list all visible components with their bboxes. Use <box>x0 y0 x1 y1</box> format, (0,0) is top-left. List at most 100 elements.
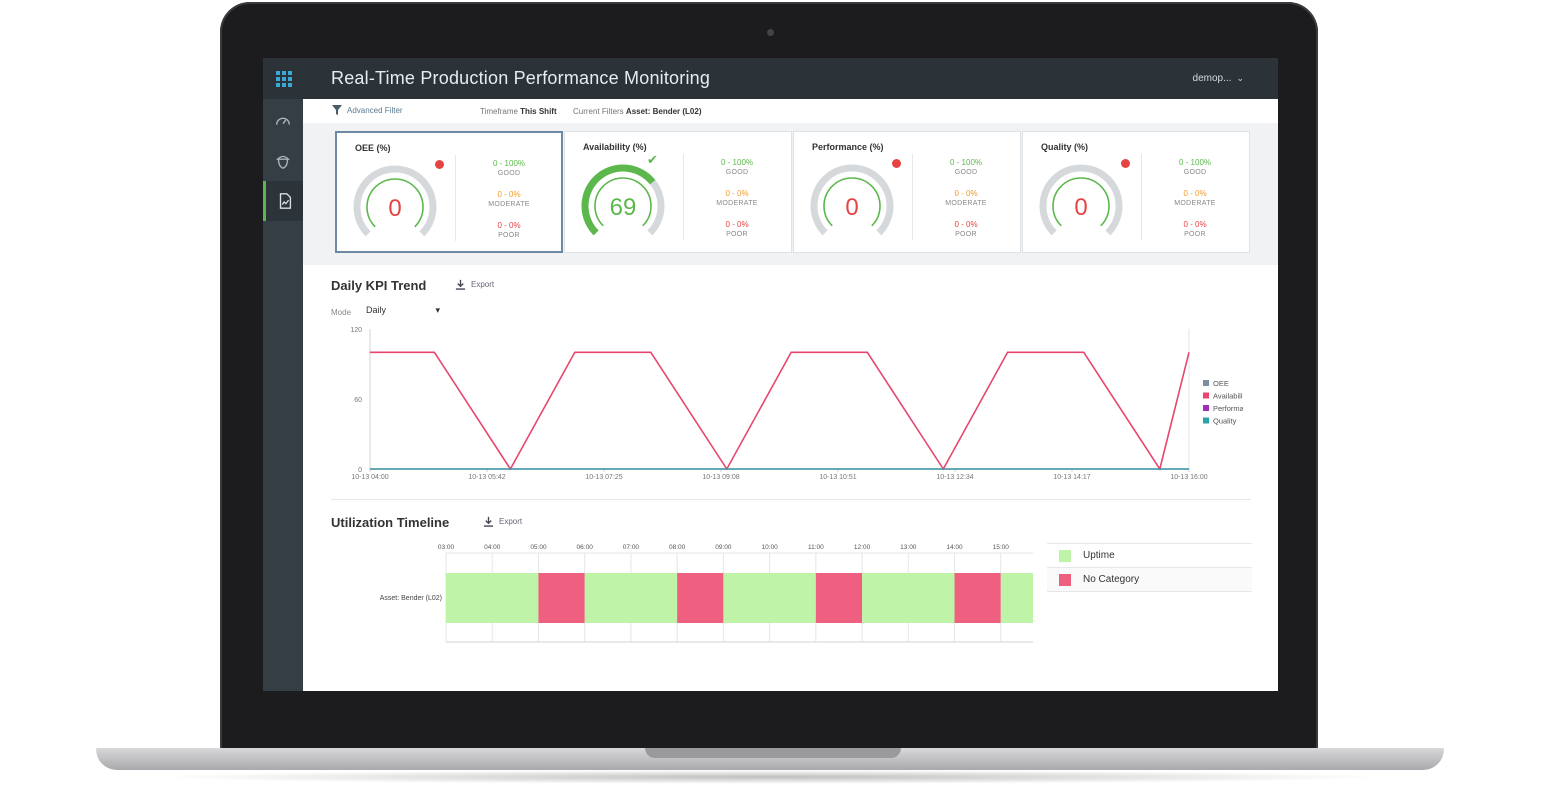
timeline-segment-uptime[interactable] <box>862 573 955 623</box>
legend-label: Uptime <box>1083 550 1115 561</box>
kpi-range: 0 - 100% GOOD <box>687 158 787 178</box>
top-bar: Real-Time Production Performance Monitor… <box>263 58 1278 99</box>
timeframe-value: This Shift <box>520 107 557 116</box>
kpi-range-value: 0 - 100% <box>720 158 754 167</box>
kpi-range-label: MODERATE <box>488 201 530 208</box>
kpi-range-value: 0 - 0% <box>725 220 749 229</box>
kpi-range-value: 0 - 0% <box>497 221 521 230</box>
kpi-range-label: POOR <box>498 232 520 239</box>
kpi-title: Availability (%) <box>583 142 647 152</box>
kpi-range-value: 0 - 100% <box>492 159 526 168</box>
timeline-segment-no-category[interactable] <box>815 573 863 623</box>
camera-icon <box>767 29 774 36</box>
alert-dot-icon <box>1121 159 1130 168</box>
kpi-range-label: POOR <box>955 231 977 238</box>
kpi-range-label: GOOD <box>954 169 978 176</box>
legend-label: Quality <box>1213 417 1237 426</box>
speedometer-icon <box>275 117 291 125</box>
kpi-range-value: 0 - 100% <box>1178 158 1212 167</box>
apps-grid-icon[interactable] <box>276 71 292 87</box>
timeline-segment-no-category[interactable] <box>538 573 585 623</box>
chevron-down-icon: ▾ <box>435 305 440 315</box>
kpi-value: 69 <box>610 194 637 221</box>
utilization-timeline-title: Utilization Timeline <box>331 515 450 530</box>
kpi-card[interactable]: Performance (%) 0 0 - 100% GOOD 0 - 0% MODERA… <box>793 131 1021 253</box>
timeframe: Timeframe This Shift <box>480 107 557 116</box>
kpi-range-value: 0 - 0% <box>497 190 521 199</box>
sidebar-item-reports[interactable] <box>263 181 303 221</box>
screen: Real-Time Production Performance Monitor… <box>263 58 1278 691</box>
legend-label: No Category <box>1083 574 1140 585</box>
kpi-value: 0 <box>1074 194 1087 221</box>
kpi-range-value: 0 - 100% <box>949 158 983 167</box>
kpi-range-label: GOOD <box>725 169 749 176</box>
y-tick-label: 60 <box>354 397 362 404</box>
hour-label: 12:00 <box>854 544 871 551</box>
x-tick-label: 10-13 10:51 <box>819 474 856 481</box>
daily-kpi-trend-title: Daily KPI Trend <box>331 278 427 293</box>
kpi-range: 0 - 0% POOR <box>916 220 1016 240</box>
page-title: Real-Time Production Performance Monitor… <box>331 68 711 88</box>
utilization-legend: Uptime No Category <box>1047 543 1252 592</box>
kpi-title: Quality (%) <box>1041 142 1089 152</box>
gauge-inner-ring <box>823 177 881 227</box>
download-icon <box>455 279 466 290</box>
kpi-range-label: POOR <box>1184 231 1206 238</box>
laptop-base <box>96 748 1444 770</box>
timeline-segment-uptime[interactable] <box>723 573 816 623</box>
timeline-segment-uptime[interactable] <box>446 573 539 623</box>
hour-label: 07:00 <box>623 544 640 551</box>
kpi-range-value: 0 - 0% <box>954 220 978 229</box>
section-divider <box>331 499 1251 500</box>
trend-export-button[interactable]: Export <box>455 279 494 290</box>
legend-swatch <box>1203 380 1209 386</box>
kpi-range: 0 - 0% MODERATE <box>916 189 1016 209</box>
hour-label: 08:00 <box>669 544 686 551</box>
alert-dot-icon <box>892 159 901 168</box>
timeline-segment-uptime[interactable] <box>1000 573 1033 623</box>
kpi-range-value: 0 - 0% <box>1183 220 1207 229</box>
advanced-filter-button[interactable]: Advanced Filter <box>332 105 403 115</box>
timeline-segment-no-category[interactable] <box>954 573 1001 623</box>
kpi-range: 0 - 0% MODERATE <box>687 189 787 209</box>
kpi-range-value: 0 - 0% <box>954 189 978 198</box>
utilization-export-label: Export <box>499 517 523 526</box>
utilization-export-button[interactable]: Export <box>483 516 522 527</box>
kpi-range-value: 0 - 0% <box>725 189 749 198</box>
kpi-gauge: 69 <box>581 164 665 236</box>
sidebar-item-dashboard[interactable] <box>263 101 303 141</box>
mode-value: Daily <box>366 305 387 315</box>
series-line-availability <box>370 351 1190 471</box>
hour-label: 15:00 <box>993 544 1010 551</box>
kpi-range: 0 - 0% POOR <box>459 221 559 241</box>
kpi-range-value: 0 - 0% <box>1183 189 1207 198</box>
gauge-inner-ring <box>1052 177 1110 227</box>
kpi-title: OEE (%) <box>355 143 391 153</box>
kpi-card[interactable]: Quality (%) 0 0 - 100% GOOD 0 - 0% MODERATE 0 … <box>1022 131 1250 253</box>
mode-select[interactable]: Daily ▾ <box>366 305 440 316</box>
report-icon <box>279 193 291 209</box>
kpi-card[interactable]: Availability (%) 69 ✔ 0 - 100% GOOD 0 - 0% MOD… <box>564 131 792 253</box>
kpi-range: 0 - 100% GOOD <box>916 158 1016 178</box>
x-tick-label: 10-13 16:00 <box>1170 474 1207 481</box>
acorn-icon <box>275 155 291 169</box>
current-filters-label: Current Filters <box>573 107 624 116</box>
kpi-range-label: MODERATE <box>945 200 987 207</box>
sidebar-item-assets[interactable] <box>263 141 303 181</box>
laptop-notch <box>645 748 901 758</box>
legend-label: Performance <box>1213 404 1243 413</box>
timeline-segment-no-category[interactable] <box>677 573 724 623</box>
download-icon <box>483 516 494 527</box>
legend-swatch <box>1059 573 1071 586</box>
gauge-track <box>353 165 437 237</box>
hour-label: 06:00 <box>577 544 594 551</box>
kpi-card[interactable]: OEE (%) 0 0 - 100% GOOD 0 - 0% MODERATE 0 - 0%… <box>335 131 563 253</box>
user-menu[interactable]: demop... ⌄ <box>1193 73 1244 84</box>
gauge-inner-ring <box>366 178 424 228</box>
kpi-separator <box>455 155 456 241</box>
timeline-segment-uptime[interactable] <box>584 573 678 623</box>
daily-kpi-trend-chart: 120 60 010-13 04:00 10-13 05:42 10-13 07:25 1… <box>350 327 1243 481</box>
user-name: demop... <box>1192 73 1232 84</box>
kpi-gauge: 0 <box>810 164 894 236</box>
kpi-range-label: MODERATE <box>716 200 758 207</box>
